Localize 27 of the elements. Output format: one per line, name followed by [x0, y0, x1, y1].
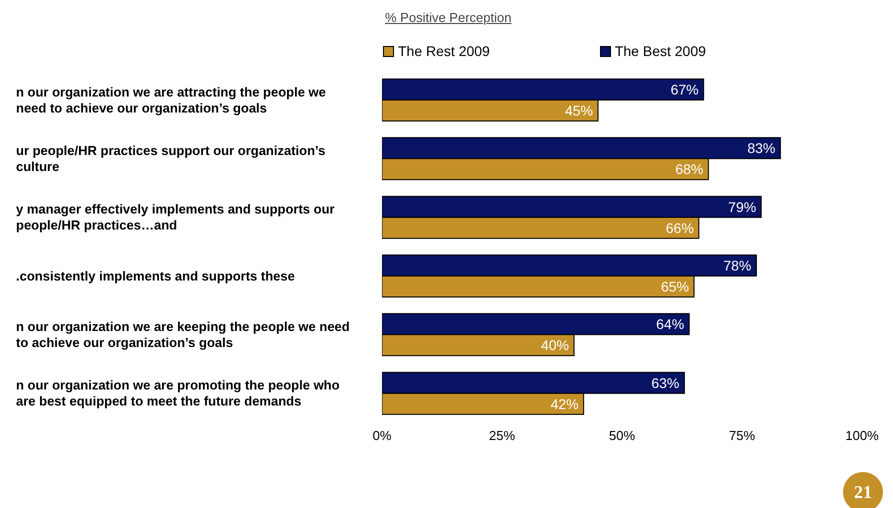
- data-label: 65%: [660, 278, 689, 294]
- data-label: 45%: [564, 102, 593, 118]
- y-tick-label: n our organization we are attracting the people we need to achieve our organization’s goals: [16, 84, 326, 116]
- x-tick-label: 75%: [728, 428, 756, 444]
- legend-label: The Rest 2009: [398, 43, 490, 59]
- y-tick-label: n our organization we are keeping the people we need to achieve our organization’s goals: [16, 319, 350, 350]
- page-number-badge: 21: [843, 472, 883, 508]
- x-tick-label: 0%: [372, 428, 392, 444]
- data-label: 63%: [651, 374, 680, 391]
- y-tick-label: .consistently implements and supports these: [16, 268, 295, 284]
- x-tick-label: 25%: [488, 428, 516, 444]
- data-label: 42%: [550, 396, 579, 412]
- data-label: 64%: [656, 316, 684, 332]
- data-label: 66%: [666, 220, 694, 236]
- data-label: 79%: [728, 198, 756, 215]
- y-tick-label: ur people/HR practices support our organization’s culture: [16, 143, 326, 174]
- data-label: 68%: [675, 161, 704, 178]
- y-tick-label: n our organization we are promoting the people who are best equipped to meet the future demands: [16, 378, 340, 409]
- chart-title: % Positive Perception: [385, 10, 512, 25]
- x-tick-label: 100%: [845, 428, 880, 444]
- data-label: 83%: [747, 140, 776, 156]
- data-label: 78%: [723, 258, 752, 274]
- y-tick-label: y manager effectively implements and supports our people/HR practices…and: [16, 202, 335, 233]
- data-label: 67%: [670, 82, 699, 98]
- x-tick-label: 50%: [608, 428, 636, 444]
- data-label: 40%: [540, 337, 569, 354]
- legend-label: The Best 2009: [614, 43, 706, 59]
